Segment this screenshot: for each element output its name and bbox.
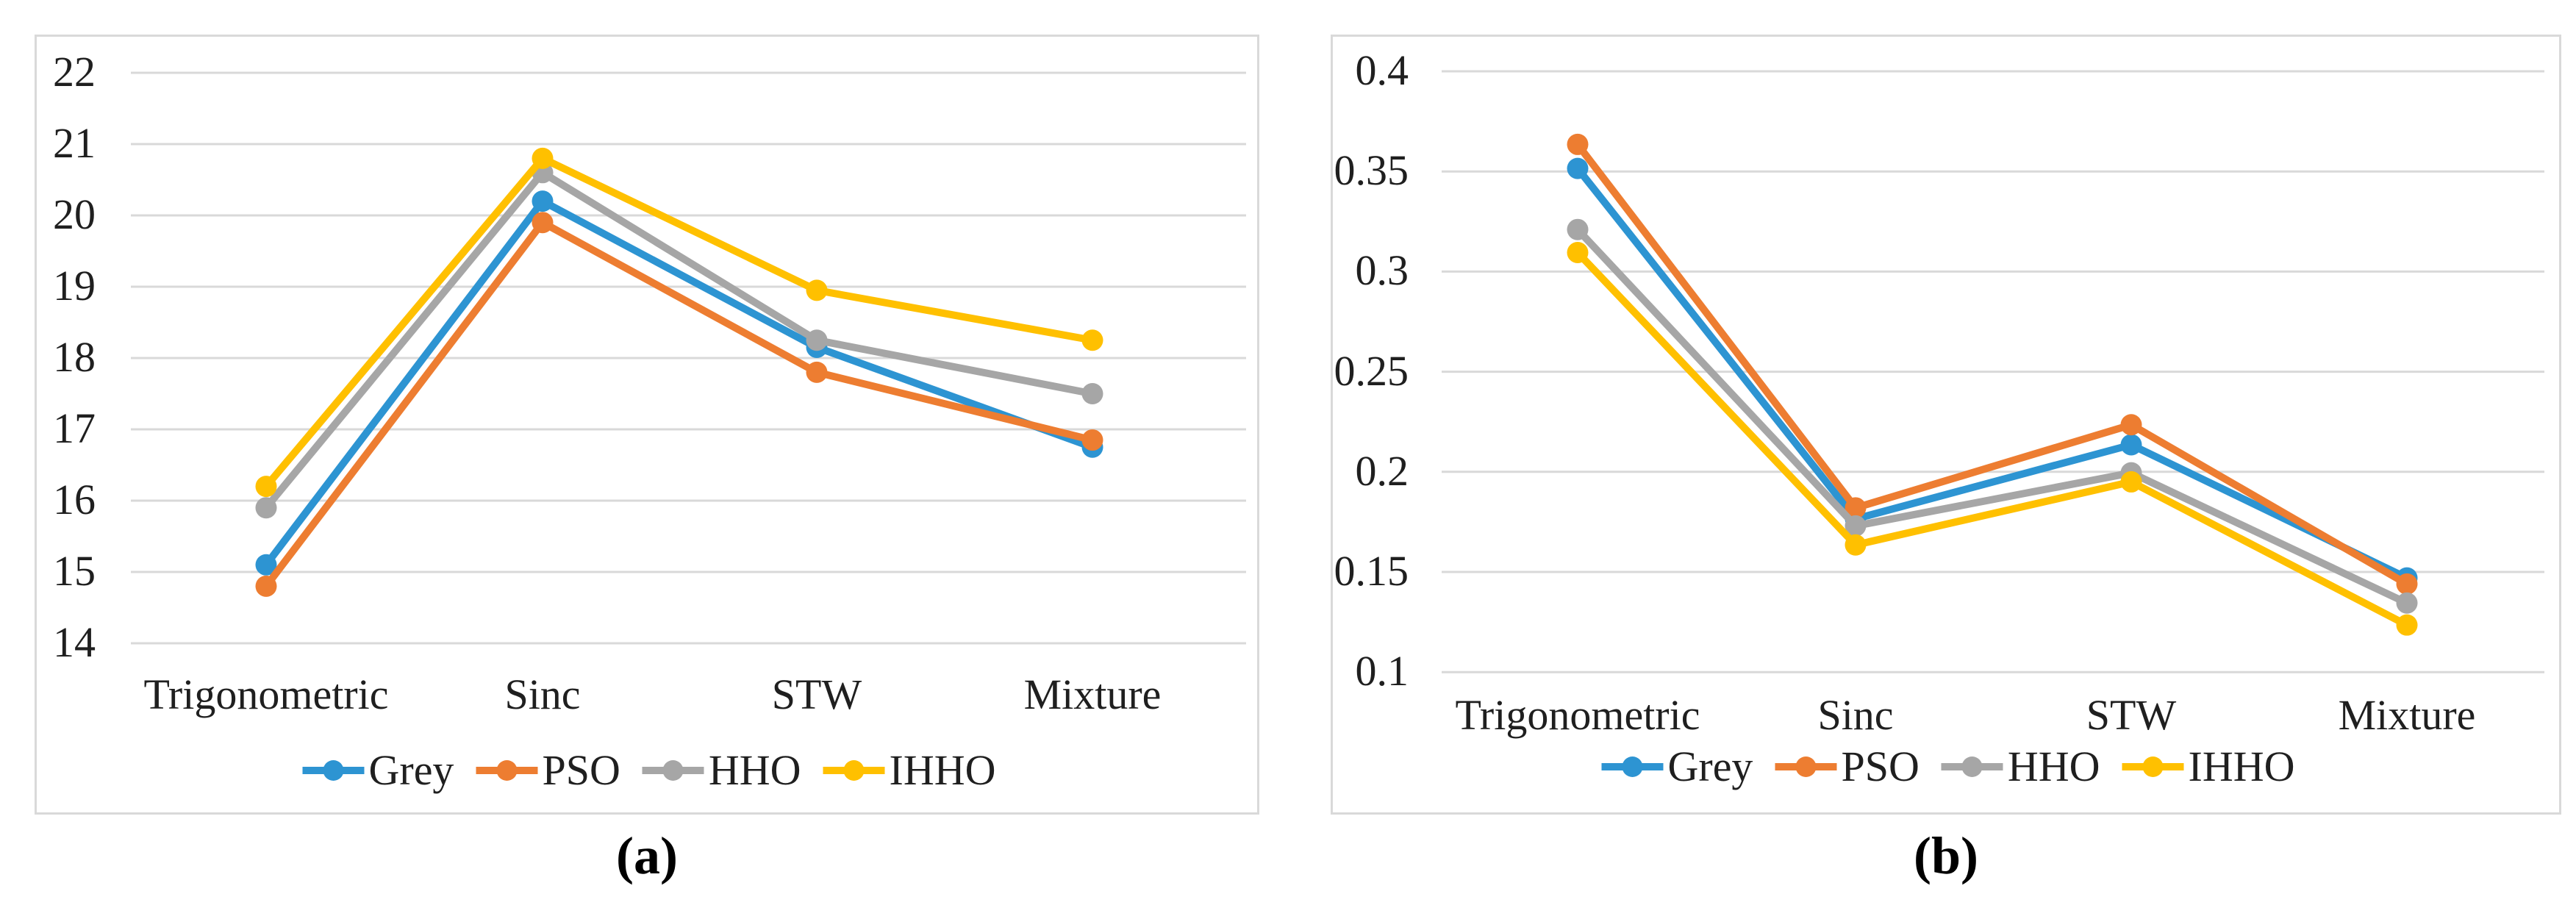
data-point-PSO-Mixture (2396, 573, 2418, 595)
legend-b: Grey PSO HHO IHHO (1601, 743, 2295, 790)
y-tick-label: 21 (53, 118, 96, 167)
x-category-label-Mixture: Mixture (2338, 691, 2476, 739)
legend-marker-Grey (302, 760, 365, 781)
legend-marker-HHO (642, 760, 704, 781)
legend-label-HHO: HHO (2007, 743, 2100, 790)
x-category-label-STW: STW (771, 670, 862, 718)
data-point-IHHO-STW (2120, 471, 2142, 493)
y-tick-label: 22 (53, 47, 96, 96)
series-line-IHHO (262, 154, 1096, 490)
legend-item-IHHO: IHHO (2122, 745, 2295, 788)
x-category-label-STW: STW (2086, 691, 2177, 739)
chart-panel-b: 0.4 0.35 0.3 0.25 0.2 0.15 0.1 Trigonometric Si… (1331, 35, 2561, 815)
y-tick-label: 14 (53, 618, 96, 666)
data-point-Grey-STW (2120, 434, 2142, 456)
data-point-PSO-Sinc (532, 212, 554, 234)
y-tick-label: 0.25 (1334, 346, 1409, 395)
data-point-Grey-Sinc (532, 190, 554, 212)
data-point-PSO-STW (2120, 414, 2142, 436)
series-line-HHO (262, 168, 1096, 512)
x-category-label-Mixture: Mixture (1023, 670, 1162, 718)
line-chart-a (131, 71, 1246, 645)
data-point-IHHO-Trigonometric (255, 476, 277, 498)
data-point-PSO-Sinc (1845, 497, 1867, 519)
legend-item-PSO: PSO (476, 749, 620, 792)
legend-item-IHHO: IHHO (823, 749, 996, 792)
chart-panel-a: 22 21 20 19 18 17 16 15 14 Trigonometric Sinc STW M… (35, 35, 1259, 815)
caption-b: (b) (1914, 826, 1978, 885)
data-point-HHO-Trigonometric (255, 497, 277, 519)
data-point-IHHO-STW (806, 279, 828, 301)
y-tick-label: 0.3 (1355, 246, 1409, 295)
legend-label-IHHO: IHHO (889, 746, 996, 794)
data-point-Grey-Trigonometric (1567, 157, 1589, 179)
data-point-HHO-Mixture (1081, 383, 1103, 404)
legend-marker-Grey (1601, 756, 1664, 777)
y-tick-label: 17 (53, 404, 96, 452)
legend-marker-HHO (1941, 756, 2003, 777)
legend-marker-PSO (476, 760, 538, 781)
data-point-PSO-STW (806, 361, 828, 383)
data-point-IHHO-Trigonometric (1567, 242, 1589, 264)
line-chart-b (1442, 70, 2544, 673)
y-tick-label: 0.1 (1355, 647, 1409, 695)
y-tick-label: 0.15 (1334, 546, 1409, 595)
series-line-PSO (262, 218, 1096, 590)
legend-marker-IHHO (823, 760, 885, 781)
data-point-PSO-Mixture (1081, 429, 1103, 451)
y-tick-label: 16 (53, 475, 96, 523)
data-point-HHO-Mixture (2396, 592, 2418, 614)
caption-a: (a) (616, 826, 678, 885)
data-point-IHHO-Sinc (1845, 534, 1867, 556)
legend-label-Grey: Grey (368, 746, 454, 794)
data-point-HHO-Sinc (1845, 515, 1867, 537)
data-point-PSO-Trigonometric (255, 575, 277, 597)
data-point-PSO-Trigonometric (1567, 133, 1589, 155)
legend-a: Grey PSO HHO IHHO (302, 746, 996, 794)
data-point-HHO-Trigonometric (1567, 218, 1589, 240)
legend-item-Grey: Grey (302, 749, 454, 792)
data-point-IHHO-Mixture (1081, 329, 1103, 351)
series-line-Grey (1574, 165, 2411, 582)
legend-item-HHO: HHO (642, 746, 801, 794)
y-tick-label: 15 (53, 546, 96, 595)
legend-item-Grey: Grey (1601, 745, 1753, 788)
legend-label-HHO: HHO (708, 746, 801, 794)
y-tick-label: 18 (53, 332, 96, 381)
data-point-Grey-Trigonometric (255, 554, 277, 576)
x-category-label-Sinc: Sinc (1817, 691, 1894, 739)
series-line-Grey (262, 197, 1096, 569)
legend-marker-IHHO (2122, 756, 2184, 777)
y-tick-label: 0.35 (1334, 146, 1409, 195)
legend-label-Grey: Grey (1667, 743, 1753, 790)
legend-label-PSO: PSO (1841, 743, 1920, 790)
x-category-label-Sinc: Sinc (504, 670, 581, 718)
series-line-HHO (1574, 226, 2411, 607)
legend-label-PSO: PSO (542, 746, 620, 794)
legend-item-HHO: HHO (1941, 743, 2100, 790)
y-tick-label: 0.2 (1355, 446, 1409, 495)
data-point-HHO-STW (806, 329, 828, 351)
x-category-label-Trigonometric: Trigonometric (143, 670, 389, 718)
y-tick-label: 20 (53, 190, 96, 238)
legend-item-PSO: PSO (1775, 743, 1920, 790)
series-line-IHHO (1574, 248, 2411, 629)
data-point-IHHO-Sinc (532, 147, 554, 169)
x-category-label-Trigonometric: Trigonometric (1455, 691, 1700, 739)
y-tick-label: 0.4 (1355, 46, 1409, 94)
legend-marker-PSO (1775, 756, 1837, 777)
data-point-IHHO-Mixture (2396, 614, 2418, 636)
series-line-PSO (1574, 140, 2411, 588)
y-tick-label: 19 (53, 261, 96, 310)
legend-label-IHHO: IHHO (2188, 743, 2295, 790)
